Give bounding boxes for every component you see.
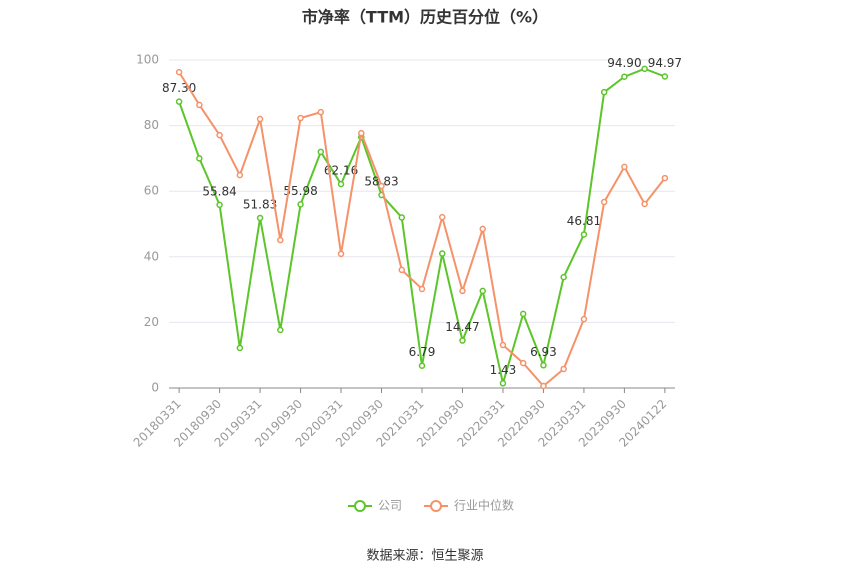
data-label: 14.47 <box>445 320 479 334</box>
data-point <box>438 250 446 257</box>
data-label: 6.93 <box>530 345 557 359</box>
y-tick-label: 60 <box>144 184 159 198</box>
data-label: 62.16 <box>324 164 358 178</box>
y-tick-label: 0 <box>151 381 159 395</box>
data-point <box>540 382 547 390</box>
data-point <box>317 108 325 116</box>
data-point <box>175 98 183 105</box>
data-point <box>641 200 648 208</box>
data-label: 55.84 <box>202 184 236 198</box>
data-point <box>277 326 284 334</box>
source: 数据来源：恒生聚源 <box>366 549 483 564</box>
data-label: 58.83 <box>364 175 398 189</box>
data-point <box>621 73 628 80</box>
data-point <box>398 266 406 274</box>
data-point <box>600 198 608 206</box>
y-tick-label: 40 <box>144 249 159 263</box>
data-point <box>398 214 406 221</box>
data-point <box>256 115 264 123</box>
data-point <box>196 155 203 162</box>
data-label: 55.98 <box>283 184 317 198</box>
data-point <box>216 131 223 139</box>
data-point <box>236 171 244 179</box>
data-point <box>196 101 203 109</box>
data-label: 51.83 <box>243 197 277 211</box>
series-line <box>178 71 666 388</box>
data-point <box>337 250 345 258</box>
data-label: 46.81 <box>567 214 601 228</box>
data-point <box>175 68 183 76</box>
data-point <box>661 174 669 182</box>
data-point <box>418 362 426 369</box>
data-point <box>519 310 527 318</box>
legend-label: 公司 <box>378 499 402 513</box>
data-point <box>459 287 466 295</box>
data-point <box>358 129 365 137</box>
data-label: 6.79 <box>409 345 436 359</box>
data-point <box>337 180 345 188</box>
data-point <box>479 287 486 295</box>
data-point <box>499 341 507 349</box>
data-point <box>236 344 244 352</box>
y-tick-label: 20 <box>144 315 159 329</box>
y-tick-label: 80 <box>144 118 159 132</box>
data-label: 94.90 <box>607 56 641 70</box>
data-point <box>297 114 304 122</box>
data-point <box>277 236 284 244</box>
data-point <box>418 285 426 293</box>
data-point <box>216 201 223 209</box>
data-point <box>519 359 527 367</box>
data-point <box>621 163 628 171</box>
chart-title: 市净率（TTM）历史百分位（%） <box>302 8 548 27</box>
data-point <box>661 73 669 80</box>
data-point <box>560 365 567 373</box>
legend-marker <box>354 500 366 512</box>
data-point <box>641 65 648 73</box>
data-point <box>459 337 466 344</box>
data-point <box>438 213 446 221</box>
data-point <box>600 88 608 96</box>
data-point <box>499 380 507 387</box>
data-point <box>256 214 264 222</box>
data-point <box>297 201 304 208</box>
data-point <box>560 273 567 281</box>
data-point <box>378 182 385 190</box>
legend-label: 行业中位数 <box>454 498 514 513</box>
data-point <box>479 225 486 233</box>
y-tick-label: 100 <box>136 53 159 67</box>
data-point <box>580 315 588 323</box>
data-point <box>317 148 325 156</box>
legend-marker <box>430 500 443 512</box>
data-point <box>540 362 547 369</box>
data-label: 1.43 <box>490 363 517 377</box>
data-point <box>580 231 588 238</box>
data-label: 94.97 <box>648 56 682 70</box>
